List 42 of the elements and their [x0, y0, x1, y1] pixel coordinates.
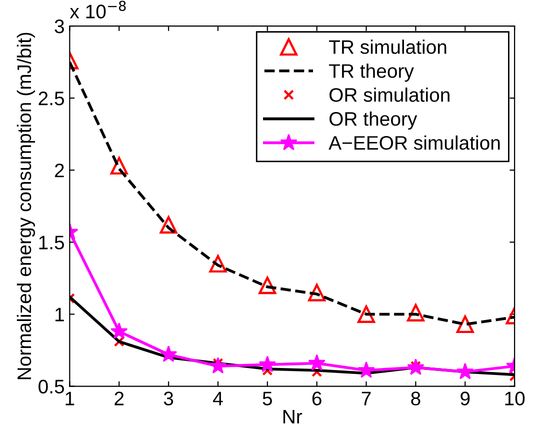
point — [312, 366, 322, 378]
y-tick-label: 1 — [55, 308, 64, 322]
point — [258, 276, 276, 294]
x-tick-label: 10 — [505, 392, 525, 406]
point — [160, 216, 178, 234]
x-tick-label: 9 — [460, 392, 470, 406]
y-tick-label: 1.5 — [39, 236, 64, 250]
point — [110, 157, 128, 175]
legend-label: OR theory — [330, 112, 418, 130]
point — [406, 304, 424, 322]
point — [160, 346, 178, 362]
point — [358, 305, 376, 323]
y-tick-label: 0.5 — [38, 380, 64, 394]
point — [262, 365, 273, 376]
x-axis-title: Nr — [283, 410, 302, 424]
point — [209, 357, 227, 374]
legend-label: TR simulation — [329, 40, 446, 54]
point — [456, 316, 474, 334]
point — [110, 322, 128, 339]
legend-label: TR theory — [329, 64, 414, 82]
y-tick-label: 2 — [54, 164, 64, 178]
x-tick-label: 2 — [114, 392, 124, 406]
point — [358, 361, 375, 378]
x-tick-label: 4 — [213, 392, 223, 406]
legend-label: OR simulation — [330, 88, 450, 102]
point — [456, 362, 474, 380]
y-tick-label: 3 — [54, 20, 64, 34]
x-tick-label: 8 — [411, 392, 420, 406]
y-tick-label: 2.5 — [38, 92, 64, 106]
point — [258, 356, 276, 372]
x-tick-label: 7 — [362, 392, 371, 406]
point — [308, 284, 326, 302]
point — [407, 358, 424, 375]
x-tick-label: 1 — [66, 392, 74, 406]
x-tick-label: 3 — [164, 392, 174, 406]
legend-label: A−EEOR simulation — [328, 135, 500, 150]
x-tick-label: 6 — [312, 392, 322, 406]
x-tick-label: 5 — [262, 392, 272, 406]
y-axis-title: Normalized energy consumption (mJ/bit) — [16, 32, 36, 380]
point — [308, 354, 326, 371]
point — [209, 255, 227, 273]
text: x 10$^{−8}$ — [70, 0, 126, 18]
